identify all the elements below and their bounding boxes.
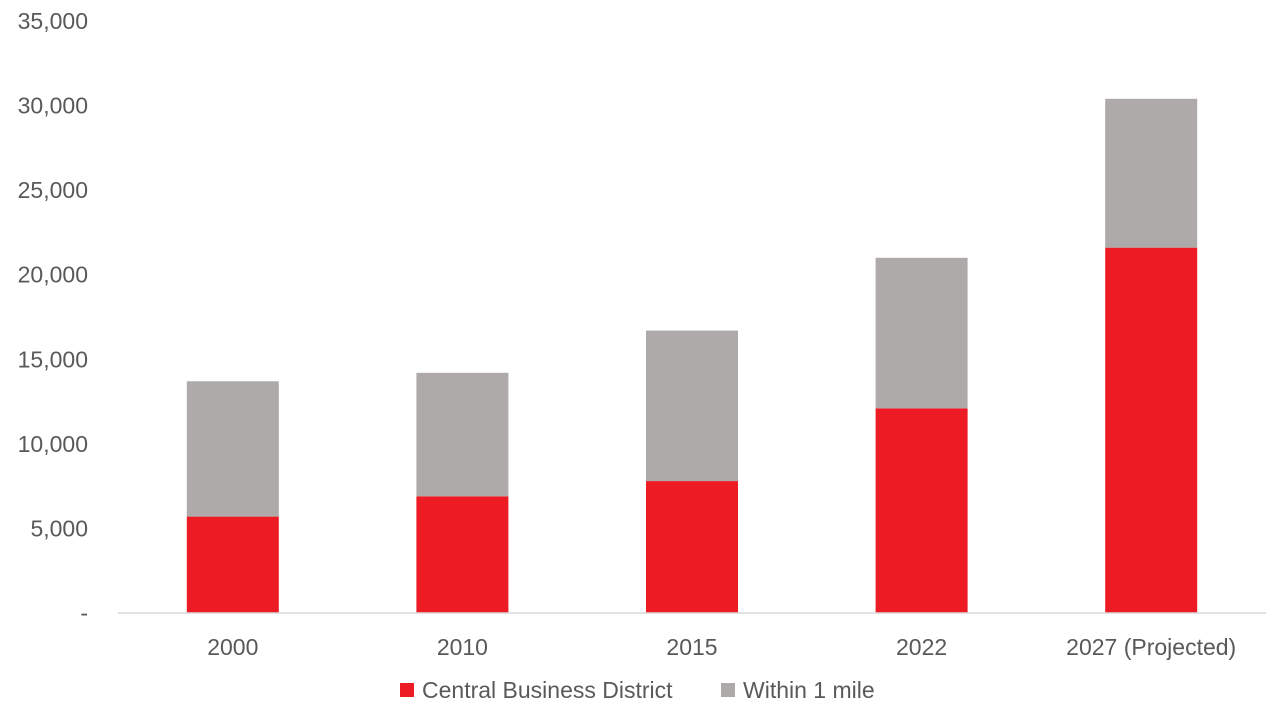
legend: Central Business District Within 1 mile [400,677,875,703]
y-tick-label: 25,000 [18,177,88,203]
x-tick-label: 2022 [896,634,947,660]
y-tick-label: 5,000 [30,515,88,541]
y-tick-label: 30,000 [18,93,88,119]
bar-segment-cbd [646,481,738,613]
x-axis-ticks: 2000 2010 2015 2022 2027 (Projected) [207,634,1236,660]
bar-segment-cbd [186,516,279,613]
y-tick-label: 15,000 [18,346,88,372]
legend-label: Within 1 mile [743,677,875,703]
y-tick-label: 35,000 [18,8,88,34]
x-tick-label: 2000 [207,634,258,660]
legend-label: Central Business District [422,677,673,703]
bar-segment-cbd [416,496,509,613]
x-tick-label: 2015 [666,634,717,660]
bar-segment-within-1-mile [1105,98,1198,248]
bar-segment-cbd [1105,247,1198,613]
bars [186,98,1198,613]
legend-swatch [721,683,735,697]
bar-segment-within-1-mile [875,257,968,409]
y-tick-label: 20,000 [18,262,88,288]
bar-segment-within-1-mile [646,330,738,482]
legend-swatch [400,683,414,697]
x-tick-label: 2010 [437,634,488,660]
bar-segment-within-1-mile [186,381,279,517]
y-tick-label: - [80,600,88,626]
x-tick-label: 2027 (Projected) [1066,634,1236,660]
y-axis-ticks: - 5,000 10,000 15,000 20,000 25,000 30,000 35,0… [18,8,88,626]
bar-segment-within-1-mile [416,372,509,497]
y-tick-label: 10,000 [18,431,88,457]
bar-segment-cbd [875,408,968,613]
